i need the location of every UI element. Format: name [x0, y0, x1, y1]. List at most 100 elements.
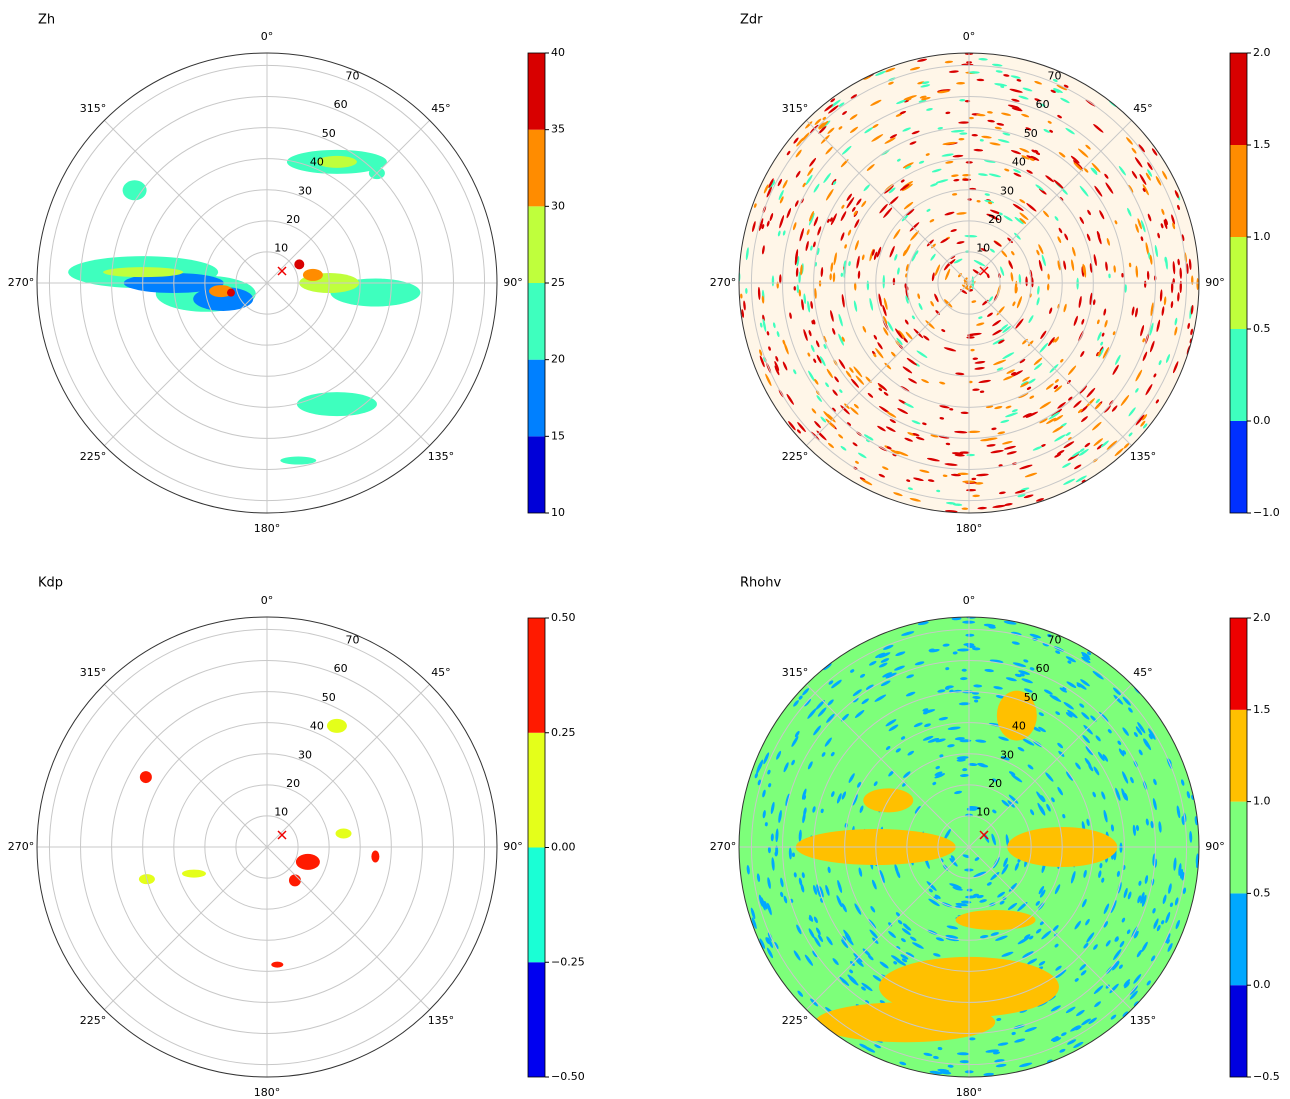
echo [974, 699, 979, 703]
echo [1047, 273, 1050, 280]
echo [995, 1063, 1007, 1068]
echo [1104, 405, 1111, 413]
echo [1088, 1017, 1097, 1024]
echo [1003, 857, 1008, 867]
echo [1049, 307, 1053, 315]
echo [1039, 342, 1049, 353]
echo [890, 449, 900, 455]
echo [805, 174, 813, 186]
echo [894, 864, 899, 875]
echo [884, 67, 896, 73]
panel-title: Kdp [38, 576, 63, 591]
echo [1007, 800, 1015, 808]
colorbar-band [1230, 329, 1247, 421]
echo [1052, 338, 1056, 343]
echo [1017, 901, 1028, 912]
colorbar-band [528, 847, 545, 963]
colorbar-band [528, 436, 545, 513]
echo [1043, 689, 1053, 695]
echo [847, 229, 852, 236]
echo [766, 947, 774, 959]
echo [1135, 414, 1145, 426]
echo [936, 179, 949, 184]
echo [861, 698, 869, 705]
echo [1040, 330, 1047, 340]
echo [900, 179, 905, 183]
echo [766, 331, 770, 336]
echo [813, 725, 822, 736]
echo [869, 297, 874, 311]
echo [1093, 254, 1097, 267]
echo [864, 127, 874, 134]
echo [1055, 650, 1061, 654]
echo [929, 219, 935, 223]
echo [802, 182, 806, 188]
echo [1092, 421, 1102, 431]
echo [934, 771, 943, 776]
echo [1012, 662, 1027, 668]
echo [820, 267, 824, 277]
echo [1022, 738, 1035, 746]
echo [849, 114, 858, 120]
echo [763, 752, 770, 765]
echo [1003, 445, 1016, 450]
echo [1067, 1039, 1077, 1045]
echo [1177, 258, 1180, 266]
echo [919, 95, 927, 99]
echo [873, 334, 878, 340]
echo [759, 218, 764, 231]
echo [943, 347, 957, 352]
colorbar-tick-label: 0.25 [551, 726, 576, 739]
echo [1029, 395, 1035, 399]
echo [978, 58, 988, 61]
echo [950, 129, 965, 133]
echo [899, 1061, 907, 1066]
echo [1176, 805, 1181, 819]
echo [795, 267, 799, 277]
colorbar-band [528, 732, 545, 848]
echo [1034, 363, 1043, 370]
echo [998, 491, 1006, 495]
echo [830, 98, 836, 103]
echo [1055, 969, 1067, 978]
echo [947, 726, 961, 730]
theta-tick-label: 180° [254, 522, 281, 535]
echo [1124, 981, 1130, 989]
echo [762, 789, 766, 798]
echo [847, 974, 857, 983]
echo [1094, 1001, 1101, 1008]
echo [1022, 87, 1033, 92]
echo [1175, 919, 1180, 930]
echo [939, 381, 946, 385]
echo [978, 764, 989, 768]
echo [945, 111, 951, 115]
echo [845, 370, 852, 378]
echo [824, 104, 833, 112]
echo [897, 408, 909, 414]
echo [827, 866, 831, 874]
echo [947, 1064, 954, 1068]
echo [771, 181, 775, 186]
echo [995, 70, 1003, 73]
echo [941, 329, 946, 333]
echo [825, 382, 829, 388]
echo [1070, 870, 1076, 884]
echo [987, 119, 995, 123]
echo [969, 71, 977, 74]
echo [989, 248, 995, 253]
echo [769, 212, 774, 221]
echo [868, 919, 877, 929]
echo [867, 954, 874, 961]
echo [926, 108, 933, 111]
echo [867, 392, 874, 398]
echo [1079, 703, 1085, 708]
echo [954, 430, 968, 434]
theta-tick-label: 225° [80, 450, 107, 463]
echo [1145, 242, 1149, 256]
echo [1003, 620, 1017, 625]
echo [1019, 217, 1027, 224]
echo [878, 293, 882, 307]
echo [850, 94, 858, 99]
echo [1014, 673, 1022, 678]
echo [976, 200, 981, 203]
